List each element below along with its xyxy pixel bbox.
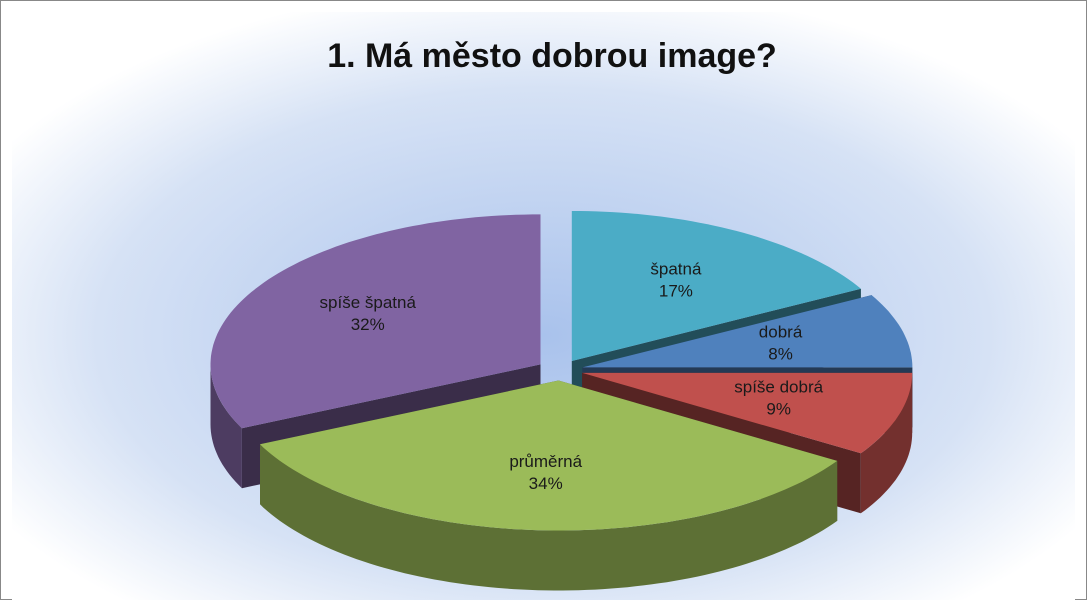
pie-slice [210,214,541,429]
slice-outer-wall [210,364,242,489]
pie-slice [571,211,861,361]
slice-category-label: spíše dobrá [734,377,823,396]
slice-value-label: 17% [659,281,693,300]
slice-outer-wall [860,372,913,514]
slice-value-label: 32% [351,315,385,334]
pie-slice [582,295,913,368]
slice-category-label: průměrná [509,452,582,471]
pie-slice [260,380,838,531]
slice-value-label: 8% [768,345,793,364]
pie-slice [582,372,913,454]
slice-category-label: spíše špatná [320,293,417,312]
slice-value-label: 34% [529,474,563,493]
slice-outer-wall [260,444,838,591]
slice-value-label: 9% [766,399,791,418]
slice-category-label: dobrá [759,323,803,342]
chart-title: 1. Má město dobrou image? [327,37,777,75]
slice-category-label: špatná [650,259,702,278]
slice-tops [210,211,913,531]
slice-labels: špatná 17% dobrá 8% spíše dobrá 9% průměrná 34%… [320,259,824,492]
